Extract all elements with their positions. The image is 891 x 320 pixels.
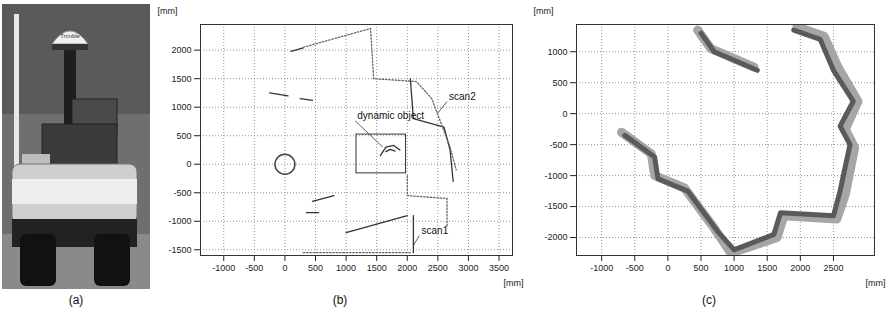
svg-text:[mm]: [mm] bbox=[534, 6, 554, 16]
svg-text:3500: 3500 bbox=[489, 263, 509, 273]
svg-text:1500: 1500 bbox=[757, 263, 777, 273]
svg-text:[mm]: [mm] bbox=[504, 278, 524, 288]
svg-text:2000: 2000 bbox=[397, 263, 417, 273]
svg-text:1000: 1000 bbox=[336, 263, 356, 273]
svg-text:1000: 1000 bbox=[171, 102, 191, 112]
svg-text:0: 0 bbox=[186, 159, 191, 169]
svg-text:-500: -500 bbox=[626, 263, 644, 273]
svg-text:500: 500 bbox=[693, 263, 708, 273]
html-text:(c): (c) bbox=[702, 293, 716, 307]
svg-text:dynamic object: dynamic object bbox=[357, 110, 424, 121]
svg-text:-1000: -1000 bbox=[590, 263, 613, 273]
svg-text:scan2: scan2 bbox=[449, 91, 476, 102]
svg-text:-500: -500 bbox=[549, 140, 567, 150]
svg-text:0: 0 bbox=[665, 263, 670, 273]
html-text:(b): (b) bbox=[332, 293, 348, 307]
svg-text:0: 0 bbox=[562, 109, 567, 119]
svg-text:-2000: -2000 bbox=[544, 232, 567, 242]
svg-text:1000: 1000 bbox=[724, 263, 744, 273]
svg-text:1000: 1000 bbox=[547, 47, 567, 57]
svg-text:0: 0 bbox=[282, 263, 287, 273]
svg-text:Trimble: Trimble bbox=[60, 33, 80, 39]
svg-text:-500: -500 bbox=[173, 188, 191, 198]
svg-text:500: 500 bbox=[308, 263, 323, 273]
svg-text:1500: 1500 bbox=[171, 74, 191, 84]
svg-text:3000: 3000 bbox=[458, 263, 478, 273]
svg-text:[mm]: [mm] bbox=[158, 6, 178, 16]
svg-text:-500: -500 bbox=[245, 263, 263, 273]
svg-text:2500: 2500 bbox=[823, 263, 843, 273]
svg-text:-1500: -1500 bbox=[168, 245, 191, 255]
svg-text:-1500: -1500 bbox=[544, 201, 567, 211]
svg-text:-1000: -1000 bbox=[212, 263, 235, 273]
svg-text:2500: 2500 bbox=[428, 263, 448, 273]
svg-text:-1000: -1000 bbox=[544, 170, 567, 180]
svg-text:1500: 1500 bbox=[367, 263, 387, 273]
svg-text:-1000: -1000 bbox=[168, 216, 191, 226]
svg-text:500: 500 bbox=[552, 78, 567, 88]
html-text:(a): (a) bbox=[68, 293, 84, 307]
svg-text:500: 500 bbox=[176, 131, 191, 141]
svg-text:scan1: scan1 bbox=[422, 225, 449, 236]
svg-text:2000: 2000 bbox=[790, 263, 810, 273]
svg-text:[mm]: [mm] bbox=[866, 278, 886, 288]
svg-text:2000: 2000 bbox=[171, 45, 191, 55]
